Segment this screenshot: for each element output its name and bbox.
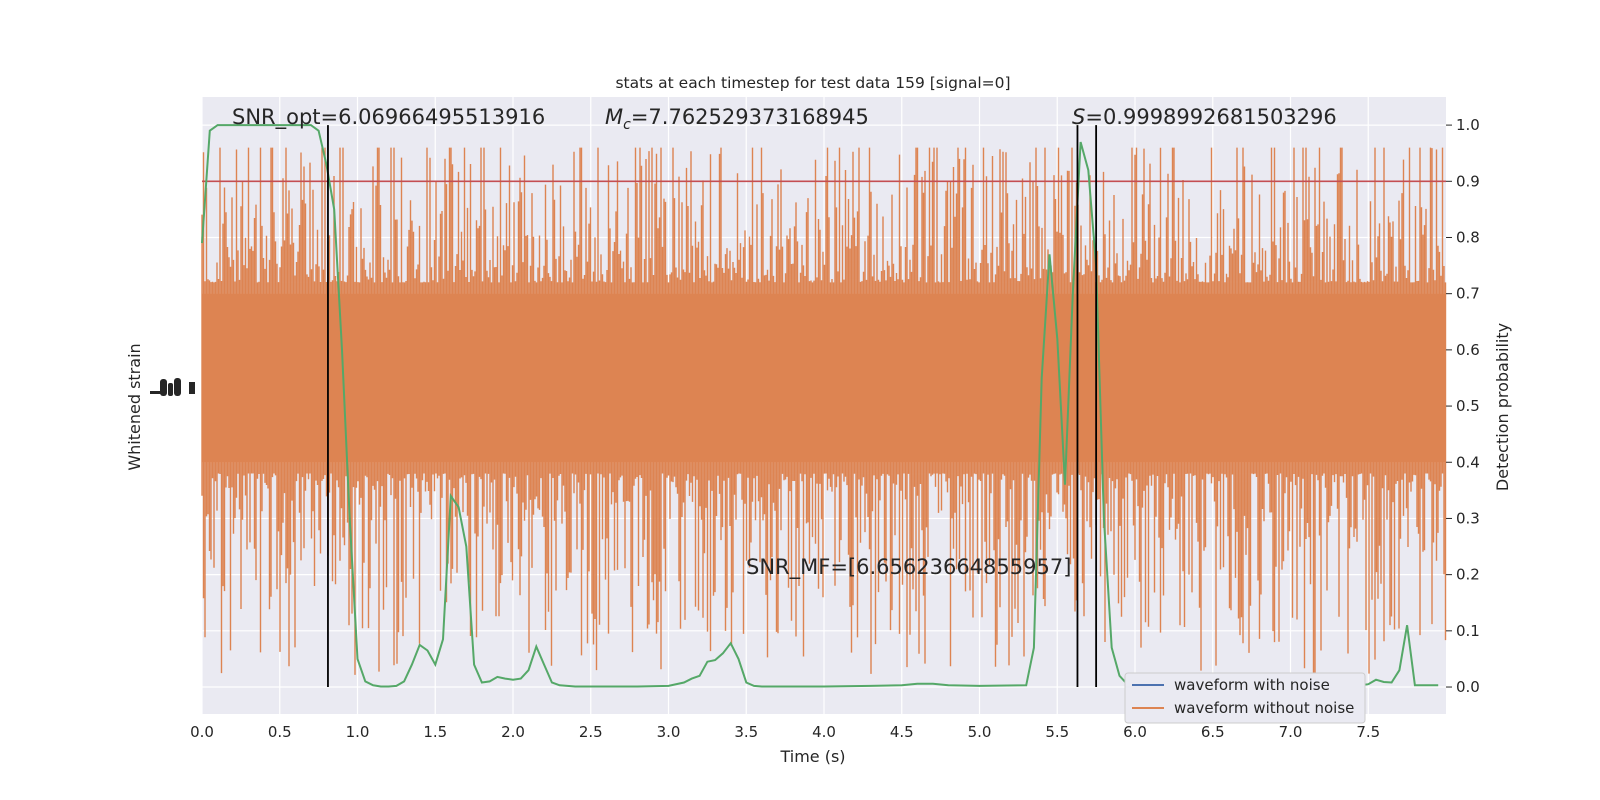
x-tick-label: 6.5 <box>1201 723 1225 741</box>
y-tick-label: 0.9 <box>1456 172 1480 190</box>
x-axis-label: Time (s) <box>779 747 845 766</box>
y-tick-label: 0.8 <box>1456 228 1480 246</box>
x-tick-label: 2.5 <box>579 723 603 741</box>
y-axis-right-ticks: 0.0 0.1 0.2 0.3 0.4 0.5 0.6 0.7 0.8 0.9 1.0 <box>1446 116 1480 696</box>
x-tick-label: 1.5 <box>423 723 447 741</box>
y-tick-label: 0.5 <box>1456 397 1480 415</box>
y-tick-label: 1.0 <box>1456 116 1480 134</box>
x-tick-label: 5.5 <box>1045 723 1069 741</box>
legend: waveform with noise waveform without noi… <box>1124 672 1366 724</box>
chart-title: stats at each timestep for test data 159… <box>615 74 1010 92</box>
legend-box <box>1124 672 1366 724</box>
x-tick-label: 2.0 <box>501 723 525 741</box>
y-tick-label: 0.0 <box>1456 678 1480 696</box>
y-tick-label: 0.4 <box>1456 453 1480 471</box>
y-tick-label: 0.1 <box>1456 622 1480 640</box>
x-tick-label: 0.0 <box>190 723 214 741</box>
y-axis-right-label: Detection probability <box>1493 323 1512 491</box>
legend-label-noise: waveform with noise <box>1174 676 1330 694</box>
x-tick-label: 1.0 <box>346 723 370 741</box>
annotation-score: S=0.9998992681503296 <box>1072 105 1337 129</box>
annotation-snr-mf: SNR_MF=[6.65623664855957] <box>746 555 1071 580</box>
y-tick-label: 0.2 <box>1456 566 1480 584</box>
x-tick-label: 5.0 <box>968 723 992 741</box>
y-axis-left-label: Whitened strain <box>125 343 144 470</box>
x-tick-label: 3.0 <box>657 723 681 741</box>
x-tick-label: 7.0 <box>1279 723 1303 741</box>
y-tick-label: 0.6 <box>1456 341 1480 359</box>
y-tick-label: 0.7 <box>1456 285 1480 303</box>
left-axis-glyphs <box>150 378 195 396</box>
x-tick-label: 3.5 <box>734 723 758 741</box>
annotation-snr-opt: SNR_opt=6.06966495513916 <box>232 105 545 130</box>
x-tick-label: 4.0 <box>812 723 836 741</box>
x-tick-label: 4.5 <box>890 723 914 741</box>
y-tick-label: 0.3 <box>1456 509 1480 527</box>
legend-label-clean: waveform without noise <box>1174 699 1354 717</box>
x-tick-label: 0.5 <box>268 723 292 741</box>
annotation-chirp-mass: Mc=7.762529373168945 <box>605 105 869 133</box>
strain-spikes <box>201 147 1447 675</box>
x-axis-ticks: 0.0 0.5 1.0 1.5 2.0 2.5 3.0 3.5 4.0 4.5 5.0 5.5 6.0 6… <box>190 723 1380 741</box>
x-tick-label: 6.0 <box>1123 723 1147 741</box>
x-tick-label: 7.5 <box>1356 723 1380 741</box>
marker-lines <box>327 125 1098 688</box>
strain-waveform <box>201 147 1447 675</box>
